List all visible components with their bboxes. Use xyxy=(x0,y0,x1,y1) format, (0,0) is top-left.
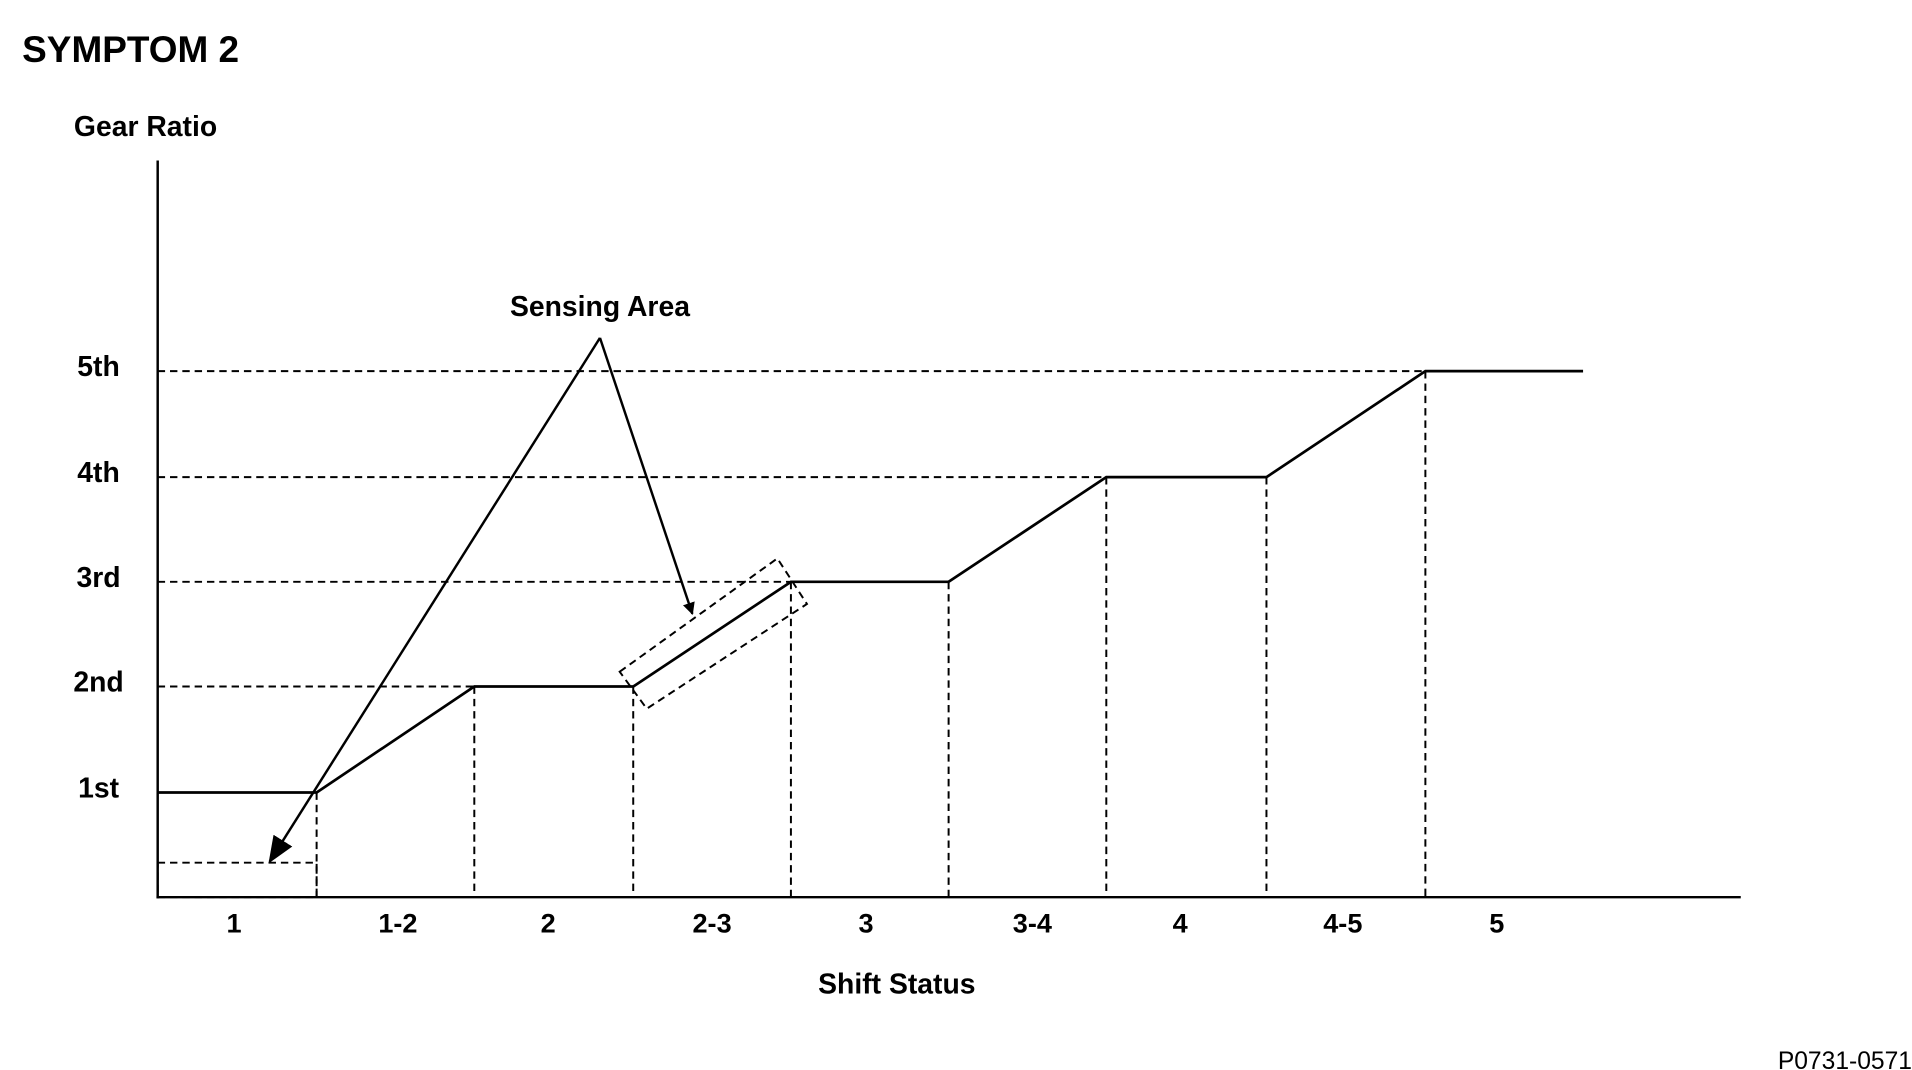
sensing-area xyxy=(618,557,809,711)
y-level-label: 5th xyxy=(77,351,120,383)
y-level-label: 4th xyxy=(77,457,120,489)
x-category-label: 1-2 xyxy=(378,908,417,939)
x-category-label: 4-5 xyxy=(1323,908,1362,939)
x-category-label: 3-4 xyxy=(1013,908,1052,939)
sensing-area xyxy=(156,861,318,899)
x-category-label: 2-3 xyxy=(692,908,731,939)
x-category-label: 2 xyxy=(541,908,556,939)
x-category-label: 1 xyxy=(227,908,242,939)
annotation: Sensing Area xyxy=(510,291,690,323)
y-level-label: 3rd xyxy=(77,562,121,594)
x-category-label: 3 xyxy=(859,908,874,939)
y-level-label: 2nd xyxy=(73,667,123,699)
y-level-label: 1st xyxy=(78,772,120,804)
x-category-label: 4 xyxy=(1173,908,1188,939)
x-axis-label: Shift Status xyxy=(818,968,975,1000)
figure-id: P0731-0571 xyxy=(1778,1048,1912,1070)
x-category-label: 5 xyxy=(1489,908,1504,939)
axis-labels: 1st 2nd 3rd 4th 5th 1 1-2 2 2-3 3 3-4 4 4-5 5 xyxy=(73,351,1504,939)
y-axis-label: Gear Ratio xyxy=(74,111,217,143)
arrow xyxy=(268,337,602,864)
title: SYMPTOM 2 xyxy=(22,29,239,70)
guide-lines xyxy=(157,370,1427,898)
arrow xyxy=(598,337,695,616)
gear-ratio-line xyxy=(157,369,1584,794)
